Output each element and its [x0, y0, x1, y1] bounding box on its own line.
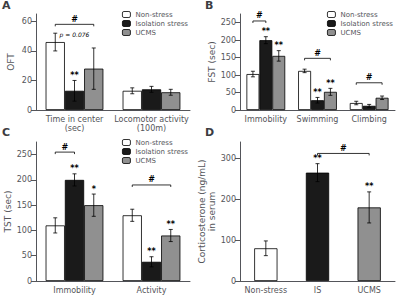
svg-text:**: ** — [326, 79, 335, 88]
svg-text:UCMS: UCMS — [357, 286, 380, 295]
svg-text:Corticosterone (ng/mL): Corticosterone (ng/mL) — [197, 159, 207, 263]
svg-text:**: ** — [275, 41, 284, 50]
svg-text:**: ** — [70, 71, 79, 80]
svg-text:100: 100 — [221, 236, 236, 245]
svg-text:150: 150 — [17, 201, 32, 210]
svg-text:D: D — [205, 126, 214, 139]
svg-text:FST (sec): FST (sec) — [207, 41, 217, 82]
svg-text:0: 0 — [27, 106, 32, 115]
svg-text:#: # — [62, 143, 69, 152]
svg-text:OFT: OFT — [6, 53, 16, 71]
svg-text:**: ** — [313, 154, 322, 163]
svg-text:250: 250 — [17, 150, 32, 159]
svg-text:Climbing: Climbing — [352, 115, 387, 124]
svg-text:20: 20 — [22, 76, 32, 85]
svg-text:300: 300 — [221, 154, 236, 163]
svg-text:UCMS: UCMS — [340, 29, 361, 37]
svg-text:50: 50 — [226, 88, 236, 97]
svg-text:60: 60 — [22, 17, 32, 26]
svg-text:Swimming: Swimming — [297, 115, 339, 124]
svg-text:**: ** — [70, 164, 79, 173]
svg-text:200: 200 — [221, 36, 236, 45]
svg-text:C: C — [2, 126, 10, 139]
svg-text:100: 100 — [221, 71, 236, 80]
svg-text:**: ** — [167, 220, 176, 229]
svg-text:TST (sec): TST (sec) — [3, 191, 13, 234]
svg-text:Non-stress: Non-stress — [135, 139, 173, 147]
svg-text:Non-stress: Non-stress — [245, 286, 288, 295]
svg-text:B: B — [205, 0, 213, 12]
svg-text:#: # — [71, 15, 78, 24]
svg-text:Non-stress: Non-stress — [340, 11, 378, 19]
svg-text:Locomotor activity: Locomotor activity — [114, 115, 189, 124]
svg-text:*: * — [92, 185, 97, 194]
svg-text:Isolation stress: Isolation stress — [340, 20, 393, 28]
svg-text:150: 150 — [221, 53, 236, 62]
svg-text:A: A — [2, 0, 11, 12]
svg-text:**: ** — [262, 27, 271, 36]
svg-text:0: 0 — [231, 277, 236, 286]
svg-text:200: 200 — [17, 175, 32, 184]
svg-text:**: ** — [313, 88, 322, 97]
svg-text:UCMS: UCMS — [135, 157, 156, 165]
svg-text:**: ** — [365, 182, 374, 191]
svg-text:IS: IS — [314, 286, 321, 295]
svg-text:**: ** — [147, 247, 156, 256]
svg-text:200: 200 — [221, 195, 236, 204]
svg-text:#: # — [314, 49, 321, 58]
svg-text:p = 0.076: p = 0.076 — [59, 31, 90, 39]
svg-text:#: # — [148, 175, 155, 184]
svg-text:Immobility: Immobility — [53, 286, 96, 295]
svg-text:250: 250 — [221, 18, 236, 27]
svg-text:100: 100 — [17, 226, 32, 235]
svg-text:UCMS: UCMS — [135, 29, 156, 37]
svg-text:Immobility: Immobility — [245, 115, 288, 124]
svg-text:(sec): (sec) — [65, 124, 85, 133]
svg-text:0: 0 — [27, 277, 32, 286]
svg-text:40: 40 — [22, 46, 32, 55]
svg-text:0: 0 — [231, 106, 236, 115]
svg-text:(100m): (100m) — [137, 124, 166, 133]
svg-text:in serum: in serum — [207, 192, 217, 231]
svg-text:Isolation stress: Isolation stress — [135, 20, 188, 28]
svg-text:Time in center: Time in center — [45, 115, 104, 124]
svg-text:Isolation stress: Isolation stress — [135, 148, 188, 156]
svg-text:Activity: Activity — [137, 286, 167, 295]
svg-text:Non-stress: Non-stress — [135, 11, 173, 19]
svg-text:#: # — [340, 144, 347, 153]
svg-text:#: # — [366, 73, 373, 82]
svg-text:50: 50 — [22, 251, 32, 260]
svg-text:#: # — [256, 11, 263, 20]
